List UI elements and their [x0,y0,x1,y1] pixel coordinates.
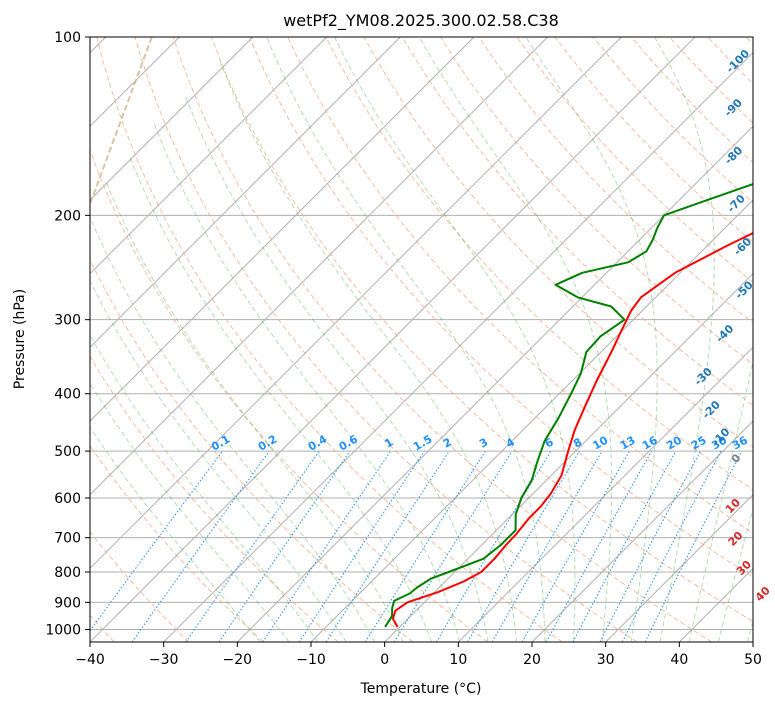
moist-adiabat [105,180,404,642]
dry-adiabat [325,37,753,491]
moist-adiabat [334,37,576,642]
dry-adiabat [401,37,753,406]
moist-adiabat [219,61,517,642]
y-tick-label: 1000 [45,622,81,638]
mixing-ratio-line [185,450,320,642]
y-tick-label: 600 [54,491,81,507]
x-tick-label: −10 [296,652,326,668]
isotherm-gridline [236,125,753,642]
moist-adiabat [90,215,376,642]
dry-adiabat [90,355,339,642]
dry-adiabat [90,258,414,642]
moist-adiabat [153,123,461,642]
y-tick-label: 400 [54,387,81,403]
x-tick-label: 40 [670,652,688,668]
isotherm-gridline [90,37,622,570]
mixing-ratio-line [521,450,630,642]
moist-adiabat [184,94,489,642]
dry-adiabat [249,37,753,578]
y-tick-label: 300 [54,313,81,329]
moist-adiabat [717,506,753,642]
isotherm-gridline [163,51,753,642]
moist-adiabat [90,382,290,642]
mixing-ratio-line [644,450,743,642]
moist-adiabat [90,334,319,642]
mixing-ratio-line [599,450,701,642]
mixing-ratio-line [545,450,653,642]
moist-adiabat [654,37,715,642]
mixing-ratio-line [572,450,677,642]
dry-adiabat [90,531,190,642]
moist-adiabat [266,37,546,642]
moist-adiabat-label: 40 [753,584,773,604]
x-axis-label: Temperature (°C) [360,681,482,697]
isotherm-gridline [90,37,254,201]
isotherm-gridline [90,37,696,642]
isotherm-gridline [457,346,753,642]
dry-adiabat [210,37,753,623]
dry-adiabat [96,37,563,642]
isotherm-gridline [90,37,328,275]
dewpoint-profile-line [384,182,753,628]
moist-adiabat [129,157,432,642]
x-tick-label: 20 [523,652,541,668]
moist-adiabat [418,37,613,642]
y-tick-label: 200 [54,208,81,224]
dry-adiabat [172,37,712,642]
y-tick-label: 700 [54,531,81,547]
plot-background [90,37,753,642]
isotherm-gridline [384,272,753,642]
y-tick-label: 800 [54,565,81,581]
mixing-ratio-line [262,450,392,642]
dry-adiabat [439,37,753,365]
isotherm-gridline [531,420,753,642]
mixing-ratio-line [393,450,513,642]
y-tick-label: 500 [54,444,81,460]
chart-title: wetPf2_YM08.2025.300.02.58.C38 [283,11,559,31]
mixing-ratio-line [621,450,722,642]
x-tick-label: 10 [449,652,467,668]
moist-adiabat [688,358,753,642]
x-tick-label: −20 [223,652,253,668]
isotherm-gridline [752,641,753,642]
x-tick-label: 0 [380,652,389,668]
temperature-profile-line [392,232,753,628]
x-tick-label: 30 [597,652,615,668]
dry-adiabat [90,445,264,642]
x-tick-label: −40 [75,652,105,668]
y-axis-label: Pressure (hPa) [12,289,28,389]
mixing-ratio-line [218,450,351,642]
isotherm-gridline [310,199,753,642]
mixing-ratio-line [131,450,270,642]
moist-adiabat [525,37,658,642]
y-tick-label: 100 [54,30,81,46]
y-tick-label: 900 [54,595,81,611]
isotherm-gridline [90,37,475,422]
mixing-ratio-line [364,450,486,642]
mixing-ratio-line [325,450,450,642]
mixing-ratio-line [90,450,223,632]
mixing-ratio-line [298,450,425,642]
dry-adiabat [516,37,753,284]
plot-frame [89,36,754,643]
x-tick-label: 50 [744,652,762,668]
x-tick-label: −30 [149,652,179,668]
isotherm-gridline [605,493,753,642]
isotherm-gridline [90,37,549,496]
dry-adiabat [134,37,638,642]
moist-adiabat [90,279,347,642]
dry-adiabat [90,148,488,642]
